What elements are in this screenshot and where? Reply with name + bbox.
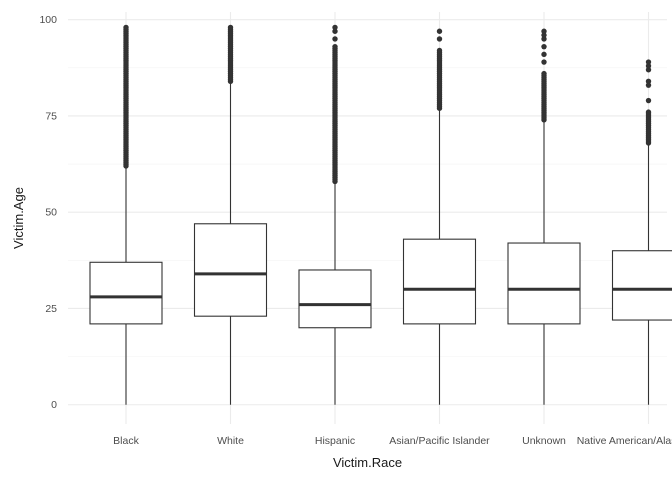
outlier-point — [123, 24, 129, 31]
outlier-point — [541, 36, 547, 42]
outlier-point — [541, 28, 547, 34]
outlier-point — [332, 28, 338, 34]
outlier-point — [645, 67, 652, 73]
x-tick-label: Asian/Pacific Islander — [389, 435, 490, 447]
outlier-point — [436, 36, 443, 42]
outlier-point — [645, 82, 652, 88]
outlier-point — [332, 24, 338, 31]
y-tick-label: 25 — [45, 303, 57, 315]
outlier-point — [227, 24, 234, 31]
x-tick-label: Hispanic — [315, 435, 355, 447]
box-iqr — [89, 261, 163, 325]
outlier-point — [541, 32, 547, 38]
x-tick-label: Native American/Alaska Native — [577, 435, 672, 447]
x-tick-label: Black — [113, 435, 139, 447]
box-iqr — [507, 242, 581, 325]
x-tick-label: White — [217, 435, 244, 447]
box-group — [298, 24, 372, 405]
box-series — [89, 24, 672, 405]
outlier-point — [332, 36, 338, 42]
y-axis-ticks: 0 25 50 75 100 — [39, 14, 57, 411]
outlier-point — [436, 28, 443, 34]
outlier-point — [645, 97, 652, 104]
outlier-point — [541, 59, 547, 65]
outlier-point — [645, 78, 652, 85]
outlier-point — [541, 43, 547, 50]
y-axis-title: Victim.Age — [11, 187, 26, 249]
outlier-point — [645, 109, 652, 115]
box-iqr — [193, 223, 268, 317]
outlier-point — [645, 59, 652, 65]
outlier-point — [645, 63, 652, 69]
x-tick-label: Unknown — [522, 435, 566, 447]
x-axis-title: Victim.Race — [333, 455, 402, 470]
box-group — [402, 28, 477, 405]
box-iqr — [298, 269, 372, 329]
grid-lines — [68, 12, 667, 424]
box-iqr — [611, 250, 672, 321]
y-tick-label: 75 — [45, 110, 57, 122]
box-group — [89, 24, 163, 405]
outlier-point — [332, 43, 338, 50]
y-tick-label: 50 — [45, 207, 57, 219]
outlier-point — [541, 51, 547, 58]
x-axis-ticks: Black White Hispanic Asian/Pacific Islander… — [113, 435, 672, 447]
box-group — [193, 24, 268, 405]
box-group — [507, 28, 581, 405]
outlier-point — [436, 47, 443, 54]
box-group — [611, 59, 672, 405]
box-iqr — [402, 238, 477, 325]
y-tick-label: 100 — [39, 14, 57, 26]
outlier-point — [541, 70, 547, 77]
y-tick-label: 0 — [51, 399, 57, 411]
